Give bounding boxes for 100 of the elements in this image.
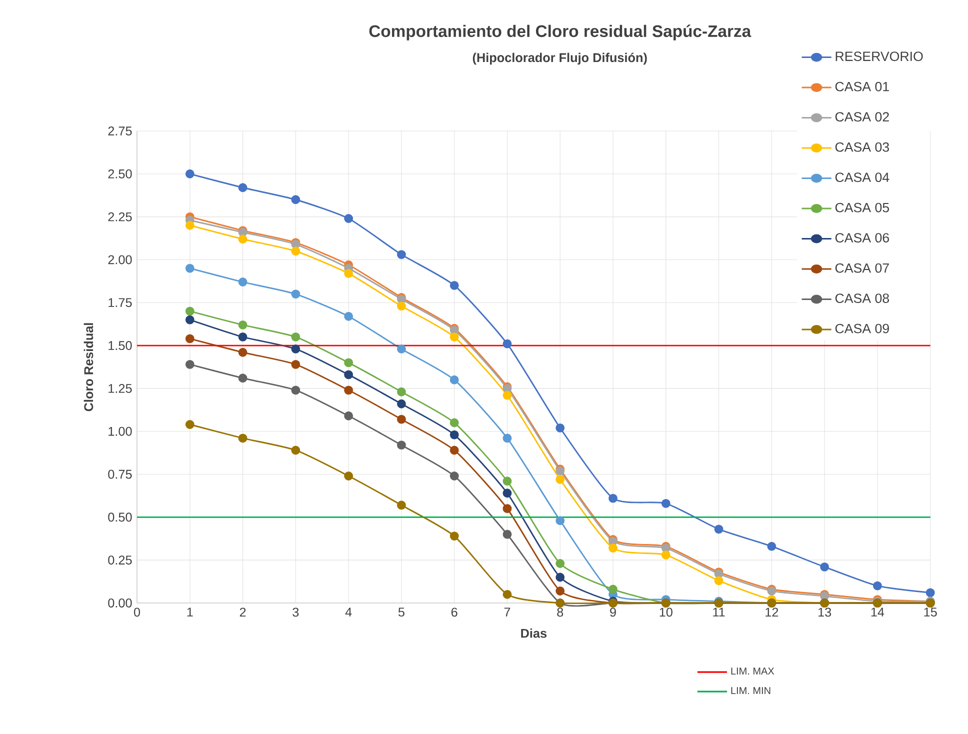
x-tick-label: 13	[818, 608, 832, 617]
point	[291, 332, 300, 342]
point	[396, 302, 406, 311]
y-tick-label: 2.75	[108, 126, 132, 136]
point	[450, 532, 459, 541]
point	[344, 386, 354, 395]
point	[450, 430, 459, 440]
point	[238, 434, 248, 443]
point	[450, 418, 459, 428]
point	[556, 474, 565, 484]
point	[608, 494, 618, 503]
point	[185, 264, 194, 273]
y-axis-title: Cloro Residual	[84, 323, 94, 412]
point	[344, 268, 354, 278]
point	[185, 360, 194, 369]
y-tick-label: 2.25	[108, 212, 132, 222]
point	[344, 370, 354, 380]
legend-label: RESERVORIO	[836, 52, 923, 62]
point	[238, 234, 248, 244]
point	[344, 411, 354, 420]
x-tick-label: 12	[766, 608, 778, 617]
legend-label: CASA 08	[835, 294, 889, 304]
legend-label: CASA 01	[835, 82, 889, 92]
x-tick-label: 5	[398, 608, 404, 617]
point	[238, 332, 248, 342]
legend-label: CASA 05	[835, 202, 890, 212]
point	[608, 544, 618, 553]
point	[661, 498, 670, 508]
legend-label: CASA 03	[835, 142, 889, 152]
x-tick-label: 10	[660, 608, 672, 617]
point	[502, 390, 512, 400]
point	[185, 420, 194, 429]
point	[396, 414, 406, 424]
x-tick-label: 1	[187, 608, 193, 616]
point	[502, 488, 512, 498]
chart-subtitle: (Hipoclorador Flujo Difusión)	[472, 52, 647, 65]
point	[238, 278, 248, 286]
point	[502, 530, 512, 539]
y-tick-label: 1.25	[108, 384, 132, 393]
point	[502, 434, 512, 443]
y-tick-label: 0.00	[108, 598, 132, 608]
point	[661, 550, 670, 560]
y-tick-label: 0.50	[108, 512, 132, 522]
point	[291, 360, 300, 369]
point	[344, 358, 354, 368]
legend-label: CASA 06	[835, 233, 889, 243]
x-tick-label: 3	[292, 608, 299, 617]
legend-label: CASA 07	[835, 263, 889, 273]
point	[450, 332, 459, 342]
point	[714, 524, 724, 534]
point	[291, 386, 300, 395]
point	[450, 472, 459, 480]
y-tick-label: 1.75	[108, 298, 132, 308]
point	[450, 375, 459, 384]
x-tick-label: 4	[345, 608, 352, 616]
y-tick-label: 1.50	[108, 341, 132, 350]
point	[238, 348, 248, 357]
legend-label: CASA 04	[835, 172, 890, 182]
y-tick-label: 2.50	[108, 169, 132, 178]
point	[344, 312, 354, 321]
point	[185, 220, 194, 230]
point	[291, 290, 300, 299]
point	[556, 516, 565, 526]
x-tick-label: 7	[504, 608, 510, 616]
point	[556, 423, 565, 432]
x-tick-label: 15	[924, 608, 937, 617]
point	[185, 169, 194, 178]
point	[291, 344, 300, 354]
y-tick-label: 0.75	[108, 470, 132, 479]
point	[502, 339, 512, 348]
y-tick-label: 2.00	[108, 255, 132, 264]
x-tick-label: 6	[451, 608, 458, 617]
y-tick-label: 0.25	[108, 556, 132, 565]
legend-label: CASA 02	[835, 112, 889, 122]
point	[291, 195, 300, 204]
point	[926, 588, 935, 598]
chart-title: Comportamiento del Cloro residual Sapúc-Zarza	[369, 24, 752, 40]
point	[185, 315, 194, 324]
point	[344, 472, 354, 480]
point	[396, 250, 406, 260]
x-tick-label: 8	[557, 608, 564, 617]
point	[185, 334, 194, 344]
point	[396, 344, 406, 354]
legend-label: CASA 09	[835, 324, 889, 334]
legend-label: LIM. MIN	[731, 687, 770, 694]
legend-label: LIM. MAX	[731, 668, 774, 674]
x-tick-label: 2	[240, 608, 246, 617]
point	[872, 581, 882, 590]
point	[767, 542, 776, 551]
x-tick-label: 14	[871, 608, 884, 616]
point	[450, 446, 459, 455]
point	[820, 562, 830, 572]
point	[396, 399, 406, 408]
point	[714, 576, 724, 586]
point	[291, 446, 300, 455]
point	[502, 476, 512, 486]
point	[291, 246, 300, 256]
point	[556, 559, 565, 568]
point	[396, 500, 406, 510]
point	[502, 504, 512, 514]
